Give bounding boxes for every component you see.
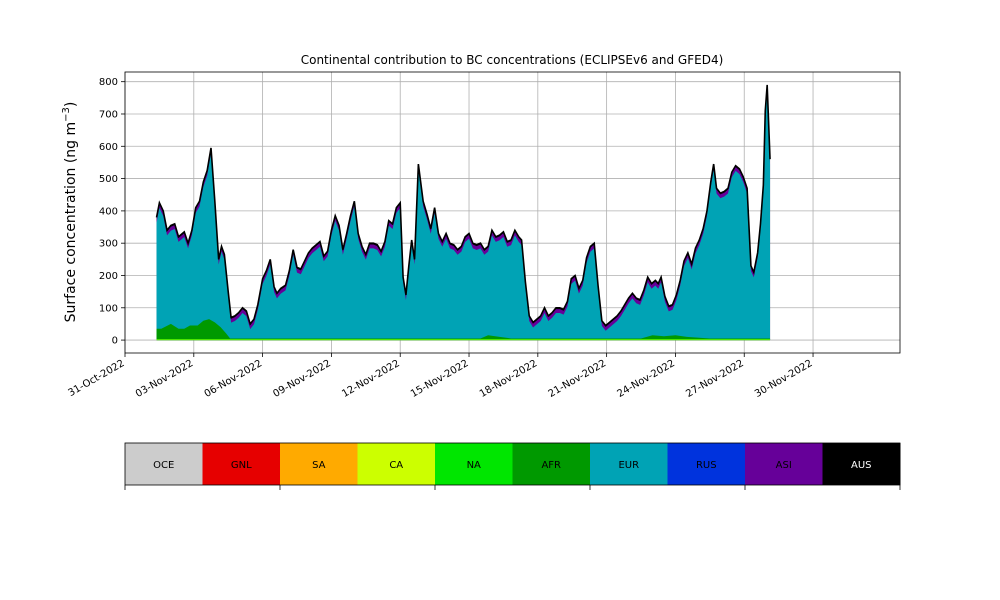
legend-label-gnl: GNL [231, 460, 252, 471]
x-tick-label: 21-Nov-2022 [547, 358, 608, 400]
legend-swatch-eur [590, 443, 668, 485]
legend-label-aus: AUS [851, 460, 872, 471]
plot-frame [124, 71, 901, 354]
y-tick-label: 800 [99, 77, 118, 88]
legend-swatch-sa [280, 443, 358, 485]
y-axis-label: Surface concentration (ng m−3) [61, 102, 79, 323]
legend-swatch-oce [125, 443, 203, 485]
legend-label-na: NA [467, 460, 481, 471]
legend-label-eur: EUR [618, 460, 639, 471]
x-tick-label: 06-Nov-2022 [203, 358, 264, 400]
x-tick-label: 15-Nov-2022 [409, 358, 470, 400]
y-tick-label: 600 [99, 142, 118, 153]
y-tick-label: 0 [112, 336, 118, 347]
y-tick-label: 200 [99, 271, 118, 282]
y-tick-label: 500 [99, 174, 118, 185]
series-total-line [155, 84, 771, 327]
y-axis-label-main: Surface concentration (ng m [63, 122, 79, 323]
stacked-areas [155, 84, 771, 341]
y-tick-label: 300 [99, 239, 118, 250]
legend-label-asi: ASI [776, 460, 792, 471]
y-axis-label-suffix: ) [63, 102, 79, 107]
x-tick-label: 09-Nov-2022 [271, 358, 332, 400]
x-tick-label: 30-Nov-2022 [753, 358, 814, 400]
legend-swatch-na [435, 443, 513, 485]
area-eur [156, 90, 771, 341]
x-tick-label: 31-Oct-2022 [66, 358, 126, 399]
x-axis: 31-Oct-2022 03-Nov-2022 06-Nov-2022 09-Nov-… [66, 353, 815, 400]
x-tick-label: 24-Nov-2022 [615, 358, 676, 400]
legend-swatch-afr [512, 443, 591, 485]
legend-label-afr: AFR [541, 460, 561, 471]
y-tick-label: 700 [99, 109, 118, 120]
legend-label-ca: CA [389, 460, 403, 471]
x-tick-label: 27-Nov-2022 [684, 358, 745, 400]
y-tick-label: 100 [99, 303, 118, 314]
plot-area: 0 100 200 300 400 500 600 700 800 31-Oct-2022 03-… [66, 71, 901, 400]
area-afr [156, 319, 771, 341]
chart-title: Continental contribution to BC concentra… [301, 53, 724, 67]
y-axis: 0 100 200 300 400 500 600 700 800 [99, 77, 125, 347]
legend-frame [124, 442, 901, 486]
legend-swatch-gnl [202, 443, 281, 485]
legend-label-sa: SA [312, 460, 326, 471]
x-tick-label: 12-Nov-2022 [340, 358, 401, 400]
legend-label-oce: OCE [153, 460, 174, 471]
legend-swatch-ca [357, 443, 436, 485]
legend-swatch-asi [745, 443, 823, 485]
y-tick-label: 400 [99, 206, 118, 217]
y-axis-label-exponent: −3 [61, 107, 72, 122]
x-tick-label: 18-Nov-2022 [478, 358, 539, 400]
legend-swatch-aus [822, 443, 901, 485]
x-tick-label: 03-Nov-2022 [134, 358, 195, 400]
legend-label-rus: RUS [696, 460, 717, 471]
legend-swatch-rus [667, 443, 746, 485]
legend-colorbar: OCE GNL SA CA NA AFR EUR RUS ASI AUS [124, 442, 901, 490]
